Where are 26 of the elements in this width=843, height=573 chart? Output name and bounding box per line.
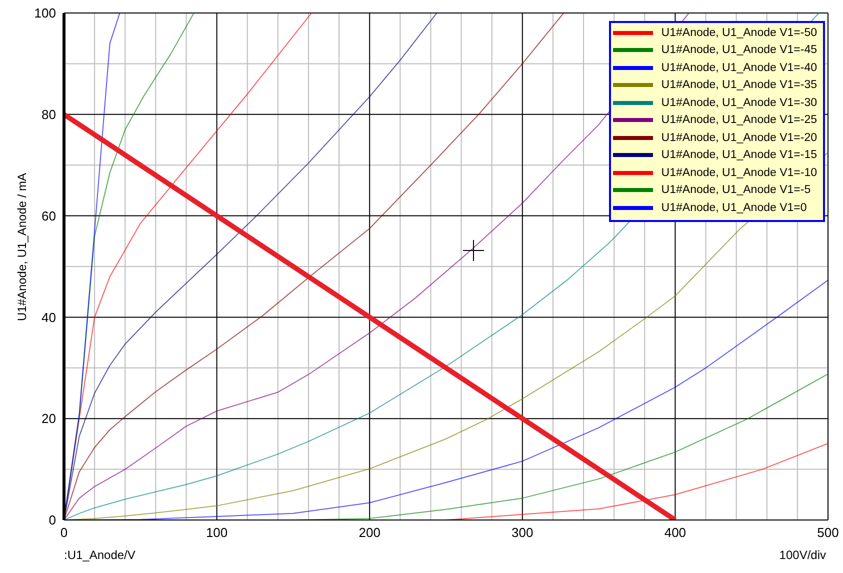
legend-label: U1#Anode, U1_Anode V1=-35 bbox=[661, 79, 817, 92]
legend-label: U1#Anode, U1_Anode V1=-25 bbox=[661, 114, 817, 126]
legend-label: U1#Anode, U1_Anode V1=-15 bbox=[661, 149, 817, 162]
legend-label: U1#Anode, U1_Anode V1=0 bbox=[661, 202, 807, 214]
y-tick-label: 60 bbox=[42, 208, 56, 224]
legend-label: U1#Anode, U1_Anode V1=-10 bbox=[661, 166, 817, 179]
legend-label: U1#Anode, U1_Anode V1=-30 bbox=[661, 96, 817, 109]
y-axis-title: U1#Anode, U1_Anode / mA bbox=[15, 172, 29, 321]
y-tick-label: 20 bbox=[42, 411, 56, 426]
y-tick-label: 80 bbox=[42, 107, 56, 122]
legend-label: U1#Anode, U1_Anode V1=-50 bbox=[661, 26, 817, 39]
legend-label: U1#Anode, U1_Anode V1=-5 bbox=[661, 184, 811, 196]
legend-label: U1#Anode, U1_Anode V1=-40 bbox=[661, 62, 817, 74]
y-tick-label: 0 bbox=[48, 512, 56, 528]
y-tick-label: 100 bbox=[34, 6, 56, 21]
legend-label: U1#Anode, U1_Anode V1=-20 bbox=[661, 132, 817, 144]
x-tick-label: 400 bbox=[664, 525, 686, 540]
legend-label: U1#Anode, U1_Anode V1=-45 bbox=[661, 44, 817, 56]
x-tick-label: 300 bbox=[512, 525, 534, 540]
x-tick-label: 100 bbox=[206, 525, 228, 540]
text: 100V/div bbox=[779, 548, 826, 562]
x-tick-label: 200 bbox=[358, 525, 380, 540]
x-axis-title: :U1_Anode/V bbox=[64, 548, 136, 562]
x-tick-label: 500 bbox=[817, 525, 839, 540]
y-tick-label: 40 bbox=[42, 310, 56, 325]
x-tick-label: 0 bbox=[60, 525, 68, 540]
